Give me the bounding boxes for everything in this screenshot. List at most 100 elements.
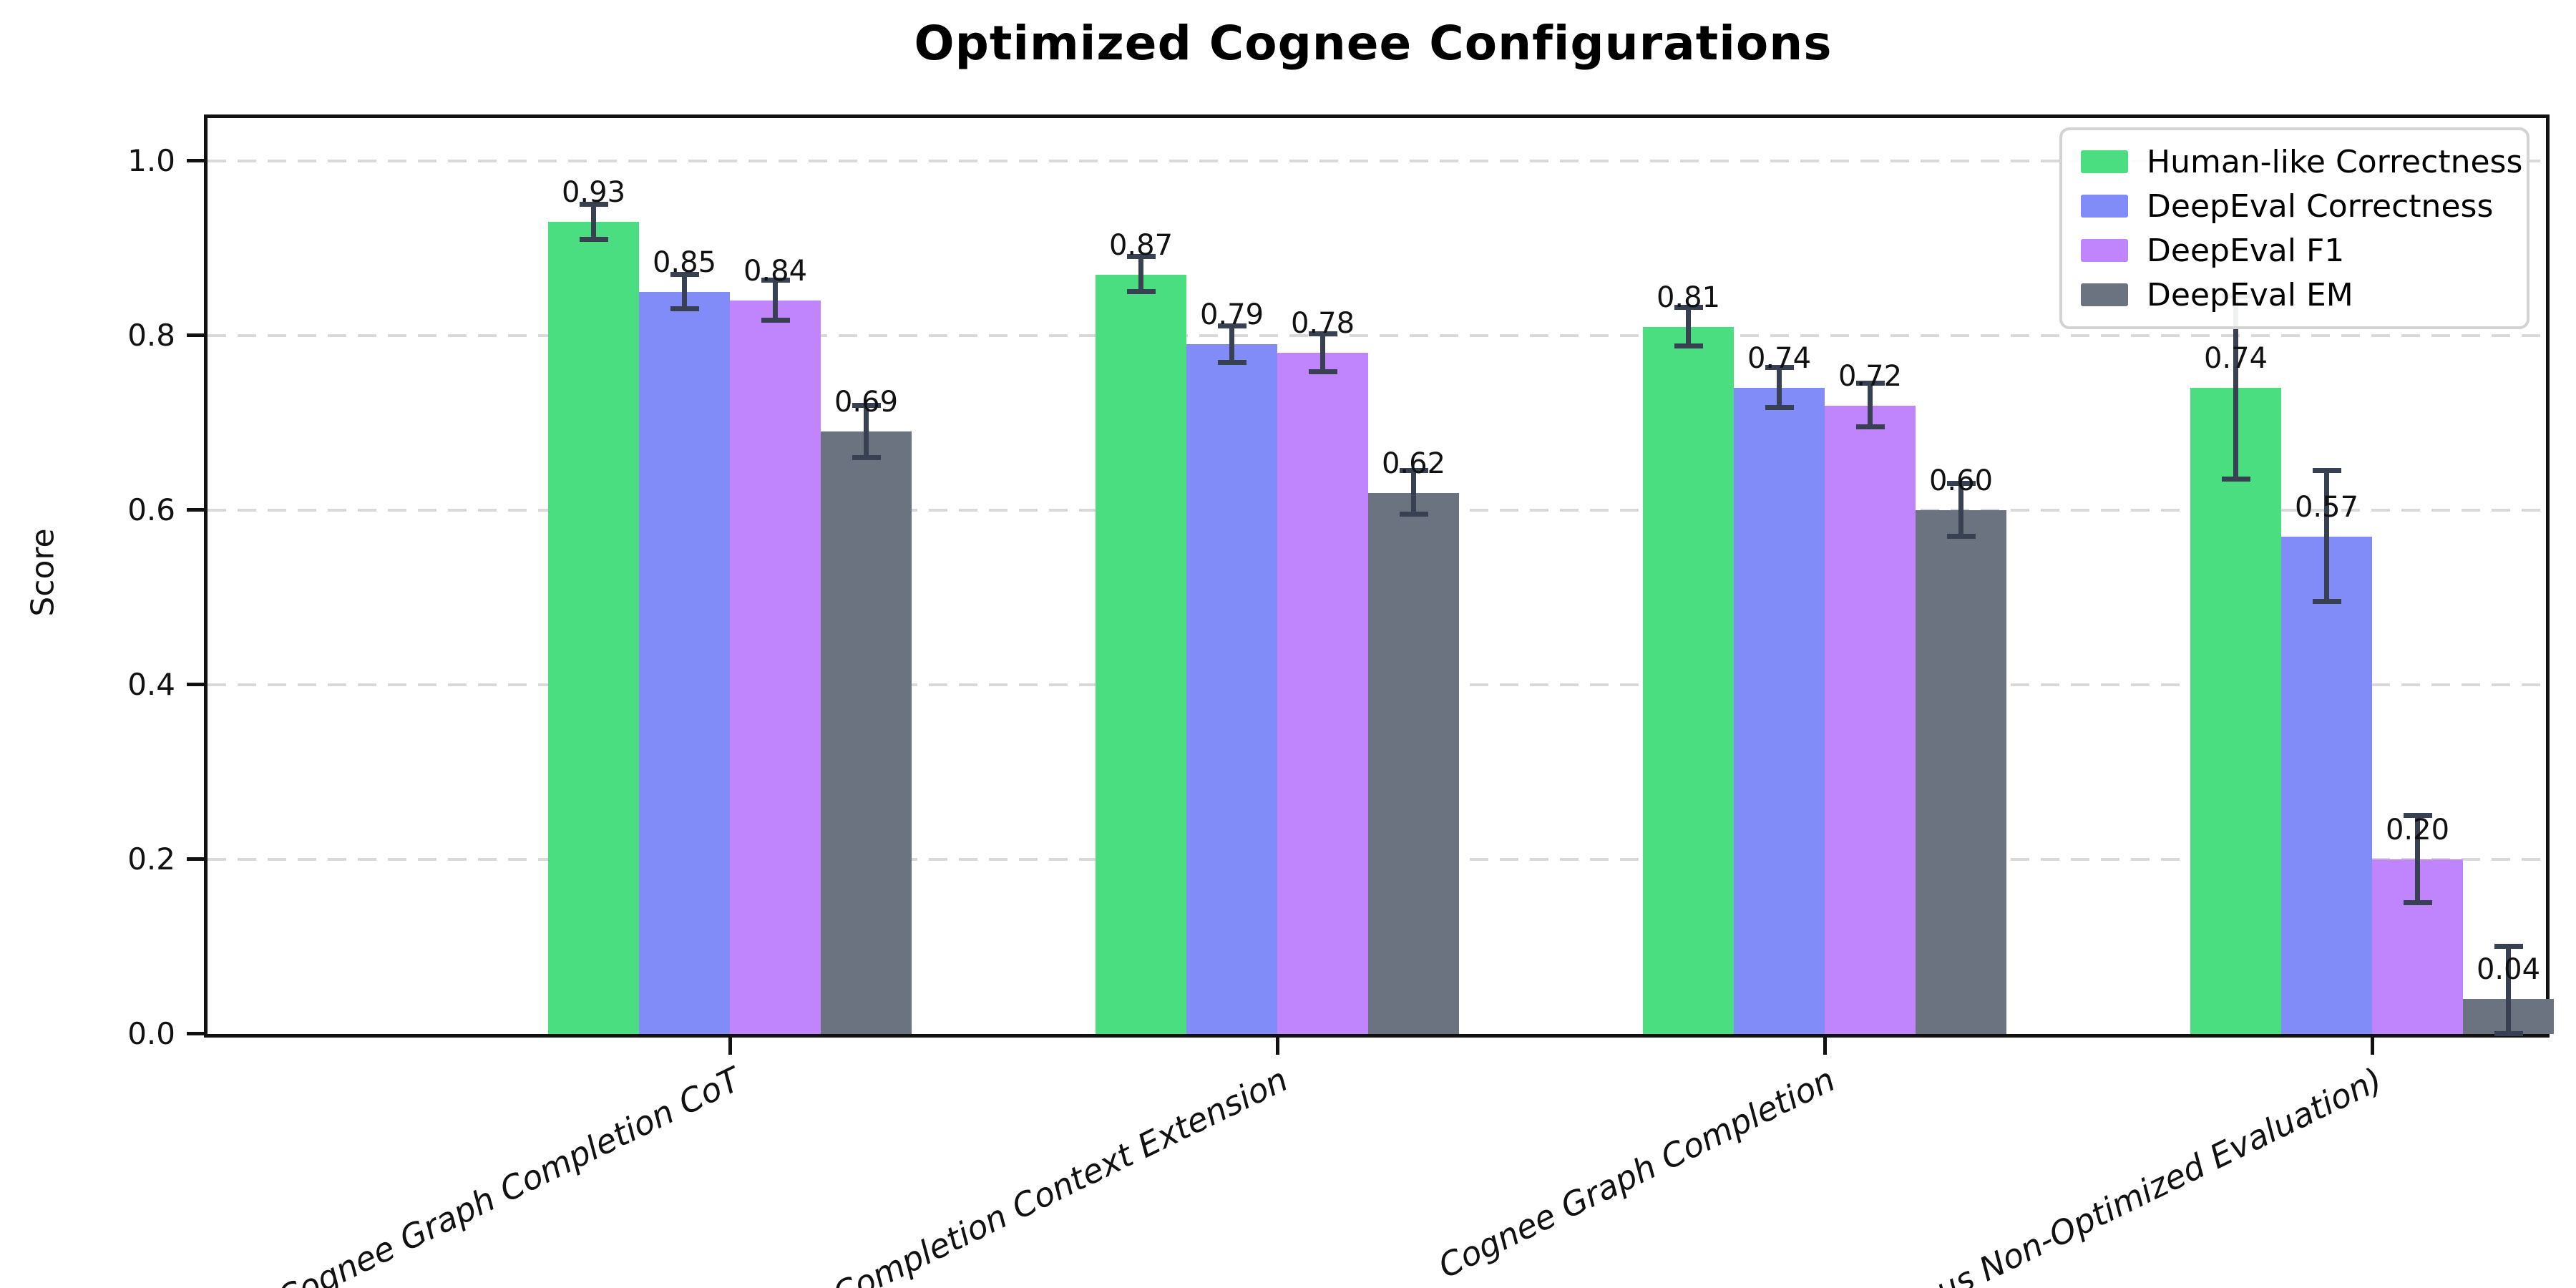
x-tick-label-text: Cognee Graph Completion xyxy=(1432,1060,1841,1286)
errorbar-line xyxy=(773,280,778,321)
x-tick-mark-0 xyxy=(728,1038,732,1055)
bar-value-label: 0.72 xyxy=(1838,359,1903,393)
bar-value-label: 0.93 xyxy=(561,176,626,210)
y-tick-label-0: 0.0 xyxy=(127,1016,175,1051)
y-tick-mark-0.6 xyxy=(187,508,204,512)
bar-value-label: 0.74 xyxy=(2203,342,2268,376)
legend-swatch-purple xyxy=(2081,239,2128,262)
errorbar-line xyxy=(1686,307,1691,346)
errorbar-cap-top xyxy=(1308,331,1337,336)
y-tick-label-0.4: 0.4 xyxy=(127,667,175,702)
errorbar-cap-bottom xyxy=(1126,289,1156,294)
bar-human-like-correctness-group-2 xyxy=(1643,326,1734,1034)
gridline-y-0.8 xyxy=(208,334,2546,337)
bar-value-label: 0.62 xyxy=(1381,447,1446,480)
bar-deepeval-f1-group-0 xyxy=(730,301,821,1034)
errorbar-cap-top xyxy=(1126,254,1156,260)
y-tick-mark-1 xyxy=(187,159,204,162)
bar-human-like-correctness-group-3 xyxy=(2190,388,2281,1034)
x-tick-mark-3 xyxy=(2371,1038,2374,1055)
errorbar-cap-top xyxy=(2312,468,2341,474)
bar-deepeval-em-group-0 xyxy=(821,431,912,1034)
errorbar-line xyxy=(1138,257,1143,292)
bar-deepeval-correctness-group-2 xyxy=(1734,388,1825,1034)
y-tick-label-0.2: 0.2 xyxy=(127,841,175,877)
errorbar-line xyxy=(1777,368,1782,409)
bar-value-label: 0.85 xyxy=(652,246,717,279)
errorbar-cap-top xyxy=(670,271,699,277)
errorbar-line xyxy=(682,274,687,310)
errorbar-cap-bottom xyxy=(2494,1031,2523,1036)
legend-item-deepeval-correctness: DeepEval Correctness xyxy=(2081,187,2508,225)
errorbar-cap-top xyxy=(1399,468,1428,474)
legend-swatch-green xyxy=(2081,150,2128,173)
errorbar-line xyxy=(2233,296,2238,480)
errorbar-cap-bottom xyxy=(670,306,699,312)
errorbar-cap-top xyxy=(1855,381,1885,386)
legend-label: DeepEval EM xyxy=(2147,276,2353,313)
errorbar-cap-bottom xyxy=(2312,599,2341,605)
errorbar-cap-bottom xyxy=(761,318,790,323)
errorbar-cap-bottom xyxy=(1217,359,1246,365)
y-tick-label-0.6: 0.6 xyxy=(127,492,175,527)
bar-deepeval-correctness-group-3 xyxy=(2281,536,2372,1034)
y-tick-mark-0.4 xyxy=(187,683,204,686)
legend: Human-like Correctness DeepEval Correctn… xyxy=(2059,127,2529,329)
errorbar-line xyxy=(1958,484,1963,537)
errorbar-line xyxy=(864,405,869,458)
bar-deepeval-em-group-2 xyxy=(1916,510,2006,1034)
bar-value-label: 0.79 xyxy=(1199,298,1264,332)
errorbar-cap-top xyxy=(1946,481,1976,487)
bar-value-label: 0.57 xyxy=(2294,490,2359,524)
errorbar-cap-bottom xyxy=(1399,512,1428,517)
legend-item-deepeval-em: DeepEval EM xyxy=(2081,276,2508,313)
errorbar-cap-top xyxy=(852,402,881,408)
errorbar-cap-bottom xyxy=(1946,533,1976,539)
errorbar-cap-bottom xyxy=(579,236,608,242)
errorbar-cap-bottom xyxy=(2221,477,2250,482)
y-tick-label-0.8: 0.8 xyxy=(127,318,175,353)
y-tick-mark-0.2 xyxy=(187,857,204,861)
errorbar-cap-bottom xyxy=(1308,369,1337,375)
legend-label: Human-like Correctness xyxy=(2147,143,2523,180)
errorbar-line xyxy=(1868,384,1873,428)
errorbar-cap-top xyxy=(2403,813,2432,818)
x-tick-label-text: Cognee Graph Completion CoT xyxy=(271,1060,746,1288)
chart-title: Optimized Cognee Configurations xyxy=(914,16,1833,71)
bar-value-label: 0.81 xyxy=(1656,280,1721,314)
y-axis-title: Score xyxy=(24,528,62,617)
errorbar-line xyxy=(2324,471,2329,602)
errorbar-cap-top xyxy=(2494,944,2523,949)
errorbar-cap-bottom xyxy=(1765,405,1794,411)
y-tick-label-1: 1.0 xyxy=(127,143,175,178)
bar-deepeval-correctness-group-1 xyxy=(1186,344,1277,1034)
errorbar-cap-top xyxy=(1674,304,1703,310)
legend-swatch-gray xyxy=(2081,283,2128,306)
errorbar-line xyxy=(2506,947,2511,1034)
bar-human-like-correctness-group-1 xyxy=(1096,274,1186,1034)
x-tick-mark-1 xyxy=(1276,1038,1279,1055)
errorbar-line xyxy=(591,205,596,240)
errorbar-cap-top xyxy=(761,278,790,283)
errorbar-cap-top xyxy=(1765,365,1794,371)
errorbar-cap-bottom xyxy=(1674,343,1703,348)
errorbar-cap-top xyxy=(1217,323,1246,328)
errorbar-cap-bottom xyxy=(852,454,881,460)
gridline-y-1 xyxy=(208,160,2546,162)
errorbar-line xyxy=(1229,326,1234,363)
bar-value-label: 0.69 xyxy=(834,386,899,419)
x-tick-mark-2 xyxy=(1823,1038,1827,1055)
legend-label: DeepEval F1 xyxy=(2147,232,2345,269)
errorbar-cap-bottom xyxy=(1855,424,1885,430)
bar-deepeval-f1-group-2 xyxy=(1825,405,1916,1034)
bar-value-label: 0.84 xyxy=(743,255,808,288)
errorbar-line xyxy=(2415,816,2420,903)
errorbar-line xyxy=(1411,471,1416,515)
errorbar-line xyxy=(1320,333,1325,373)
bar-value-label: 0.74 xyxy=(1747,342,1812,376)
bar-deepeval-f1-group-1 xyxy=(1277,353,1368,1034)
bar-human-like-correctness-group-0 xyxy=(548,222,639,1034)
legend-swatch-blue xyxy=(2081,195,2128,218)
legend-item-human-like-correctness: Human-like Correctness xyxy=(2081,143,2522,180)
